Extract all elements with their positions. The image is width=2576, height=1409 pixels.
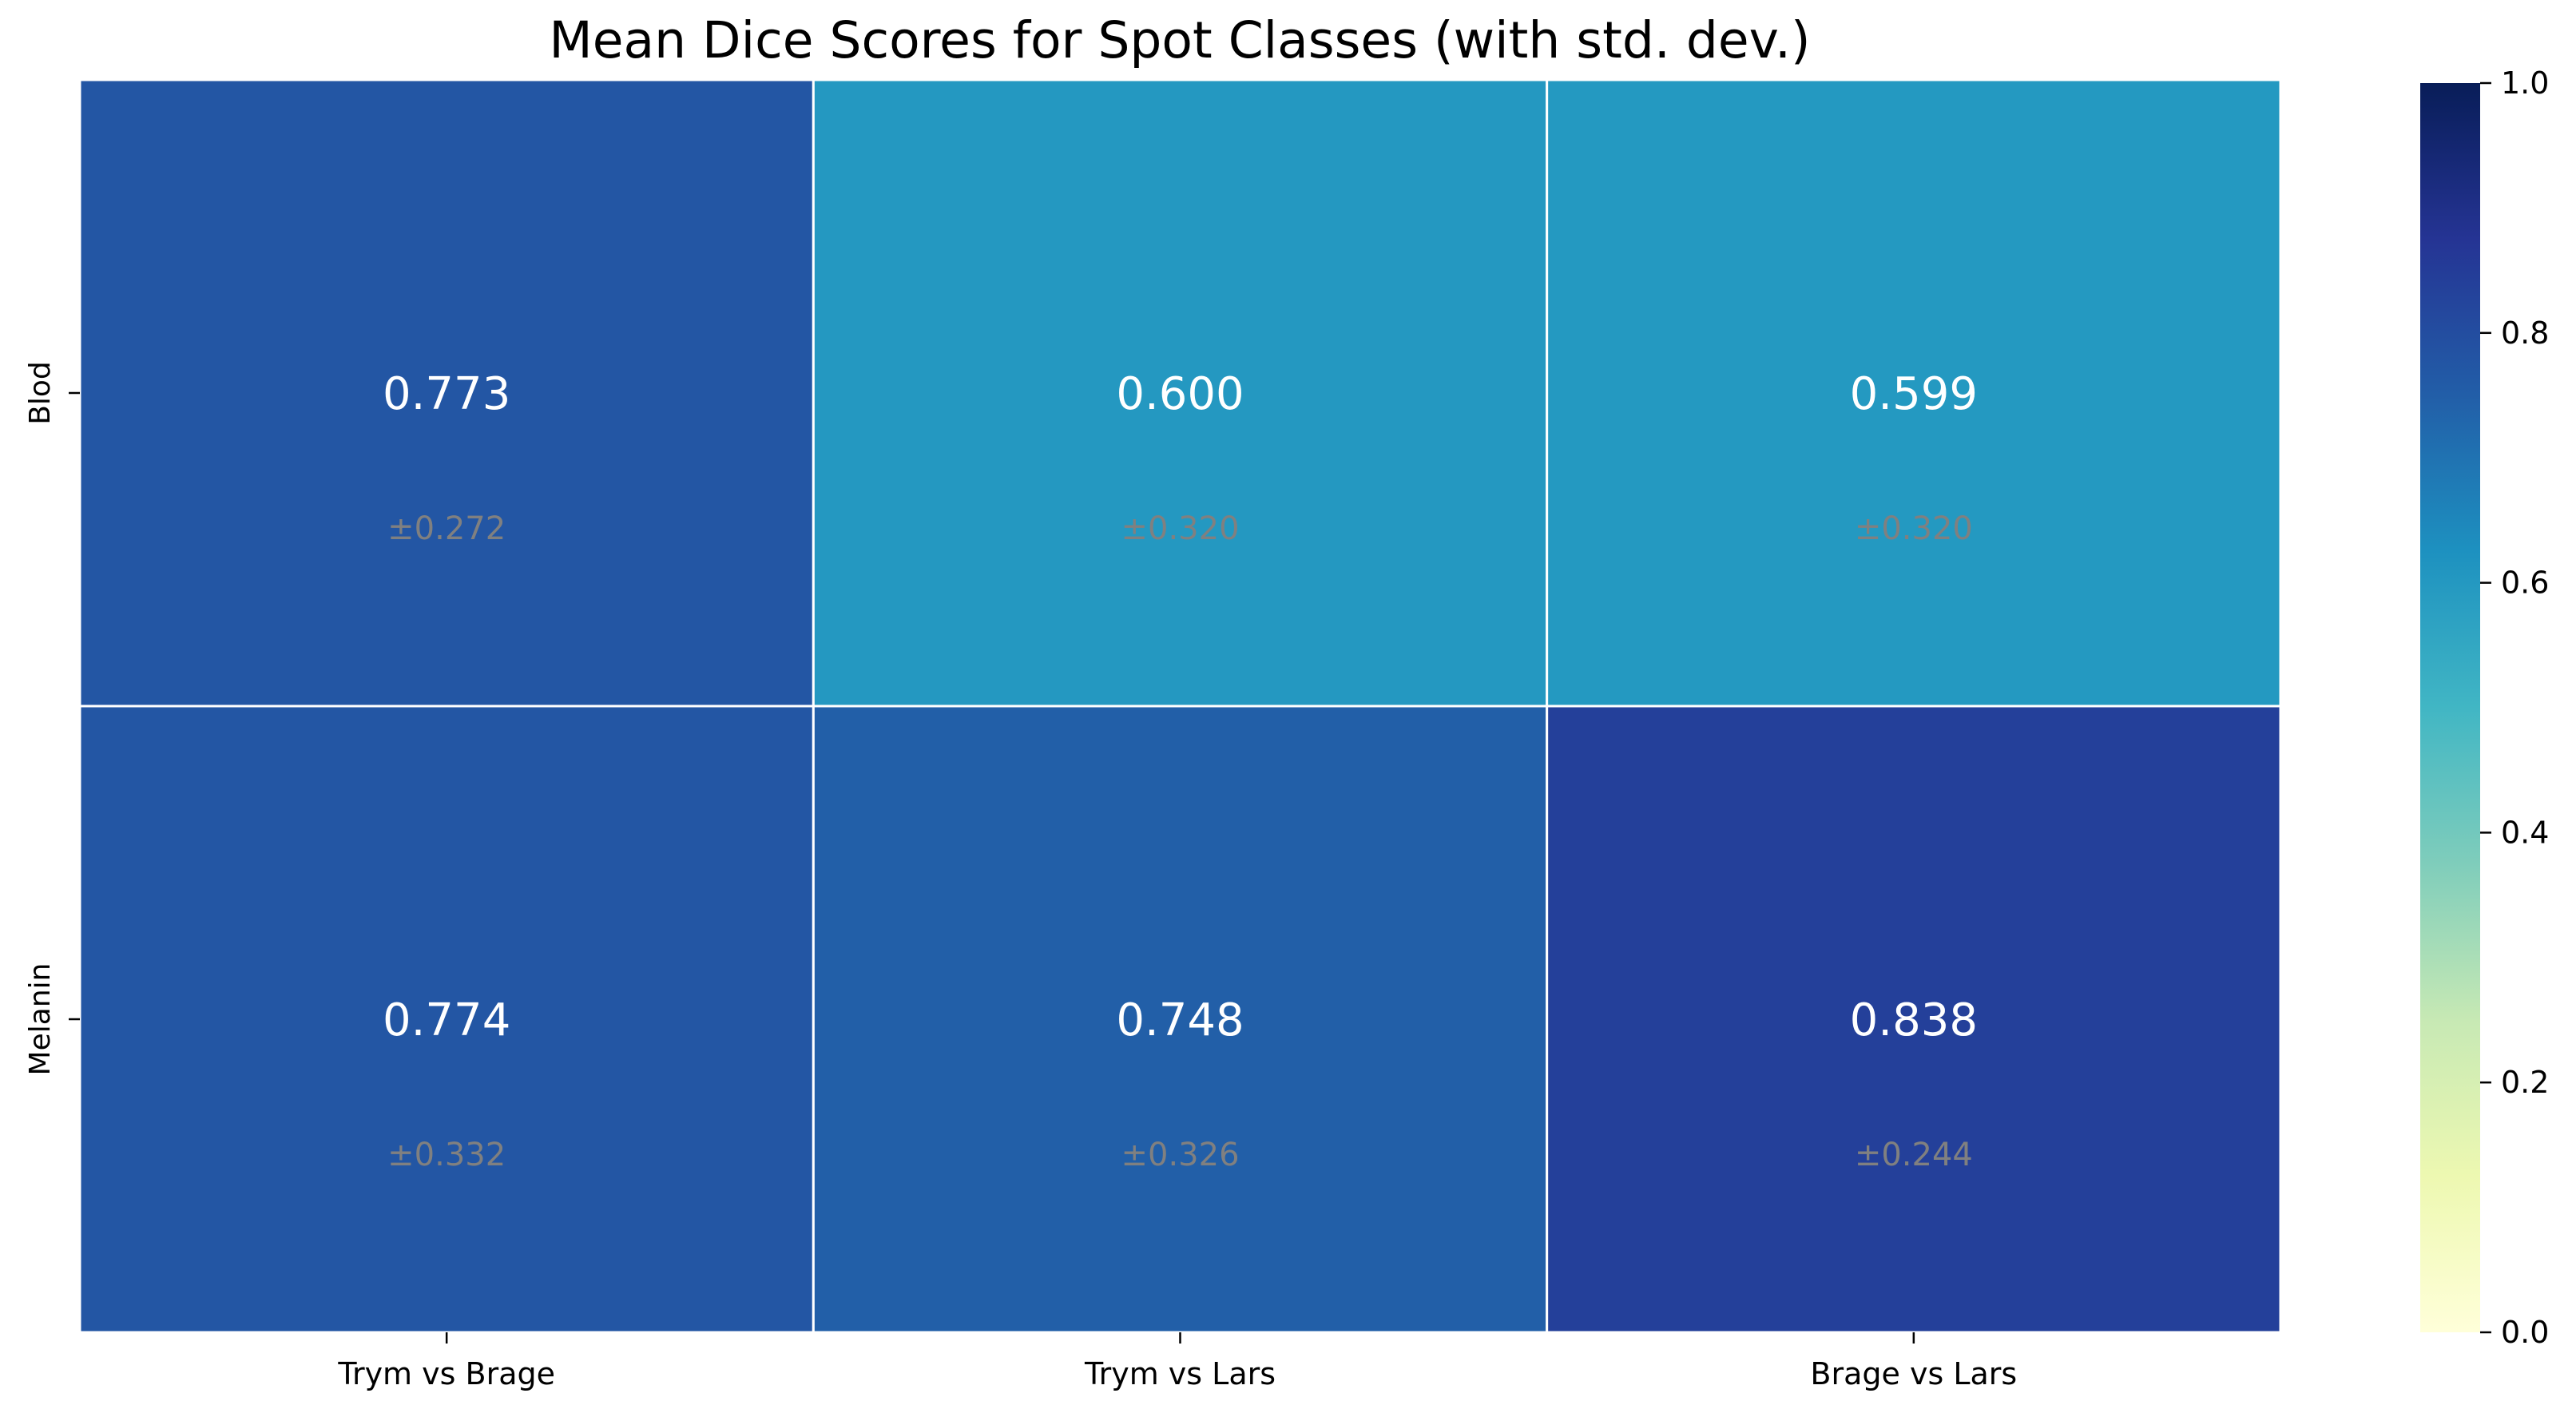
heatmap-labels: 0.773 ±0.272 0.600 ±0.320 0.599 ±0.320 0.774 ±0…	[24, 361, 2017, 1391]
colorbar-tick-label: 0.0	[2501, 1315, 2549, 1350]
cell-value-label: 0.599	[1850, 368, 1978, 420]
heatmap-cell	[812, 78, 1549, 708]
cell-std-label: ±0.244	[1855, 1137, 1973, 1173]
cell-value-label: 0.774	[383, 994, 510, 1046]
colorbar-gradient	[2420, 83, 2480, 1332]
colorbar: 0.0 0.2 0.4 0.6 0.8 1.0	[2420, 65, 2549, 1350]
heatmap-cell	[1546, 78, 2282, 708]
heatmap-cells	[78, 78, 2282, 1334]
y-tick-label: Melanin	[24, 963, 57, 1076]
colorbar-tick-label: 0.4	[2501, 815, 2549, 850]
heatmap-cell	[1546, 704, 2282, 1334]
colorbar-tick-label: 0.2	[2501, 1065, 2549, 1100]
heatmap-cell	[812, 704, 1549, 1334]
cell-std-label: ±0.332	[387, 1137, 506, 1173]
heatmap-cell	[78, 78, 815, 708]
heatmap-cell	[78, 704, 815, 1334]
colorbar-tick-label: 0.6	[2501, 566, 2549, 601]
x-tick-label: Trym vs Lars	[1084, 1356, 1276, 1391]
y-tick-label: Blod	[24, 361, 57, 425]
cell-std-label: ±0.272	[387, 510, 506, 547]
cell-value-label: 0.773	[383, 368, 510, 420]
x-tick-label: Trym vs Brage	[337, 1356, 555, 1391]
colorbar-tick-label: 0.8	[2501, 316, 2549, 351]
chart-title: Mean Dice Scores for Spot Classes (with …	[549, 11, 1810, 69]
colorbar-tick-label: 1.0	[2501, 65, 2549, 101]
cell-std-label: ±0.320	[1855, 510, 1973, 547]
cell-value-label: 0.838	[1850, 994, 1978, 1046]
x-tick-label: Brage vs Lars	[1810, 1356, 2017, 1391]
cell-std-label: ±0.326	[1121, 1137, 1239, 1173]
cell-value-label: 0.748	[1116, 994, 1244, 1046]
cell-std-label: ±0.320	[1121, 510, 1239, 547]
cell-value-label: 0.600	[1116, 368, 1244, 420]
